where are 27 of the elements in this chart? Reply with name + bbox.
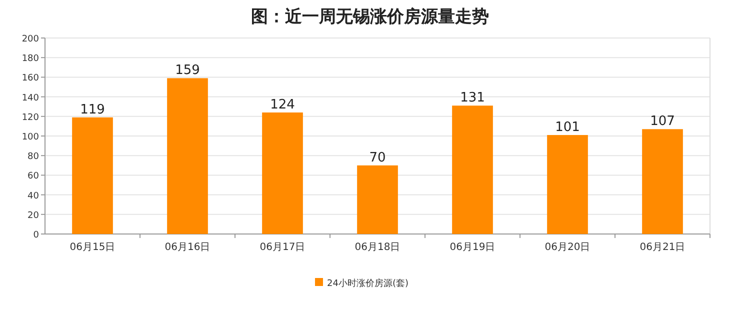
data-label: 131: [460, 90, 485, 106]
xtick: 06月18日: [354, 242, 400, 253]
ytick: 0: [33, 230, 39, 240]
xtick: 06月20日: [544, 242, 590, 253]
data-label: 107: [650, 114, 675, 130]
data-label: 119: [80, 102, 105, 118]
data-label: 101: [555, 120, 580, 136]
ytick: 80: [28, 152, 39, 162]
ytick: 100: [22, 132, 39, 142]
xtick: 06月21日: [640, 242, 686, 253]
xtick: 06月19日: [450, 242, 496, 253]
ytick: 120: [22, 112, 39, 123]
data-label: 70: [369, 150, 386, 166]
ytick: 160: [22, 74, 39, 84]
title: 图：近一周无锡涨价房源量走势: [251, 7, 489, 27]
ytick: 20: [28, 210, 39, 221]
xtick: 06月16日: [164, 242, 210, 253]
ytick: 60: [28, 172, 39, 182]
data-label: 159: [175, 63, 200, 78]
data-label: 124: [270, 97, 295, 112]
xtick: 06月15日: [70, 242, 116, 253]
ytick: 40: [28, 191, 39, 202]
ytick: 180: [22, 54, 39, 64]
ytick: 140: [22, 93, 39, 104]
ytick: 200: [22, 34, 39, 44]
xtick: 06月17日: [260, 242, 306, 253]
legend: 24小时涨价房源(套): [327, 279, 408, 289]
